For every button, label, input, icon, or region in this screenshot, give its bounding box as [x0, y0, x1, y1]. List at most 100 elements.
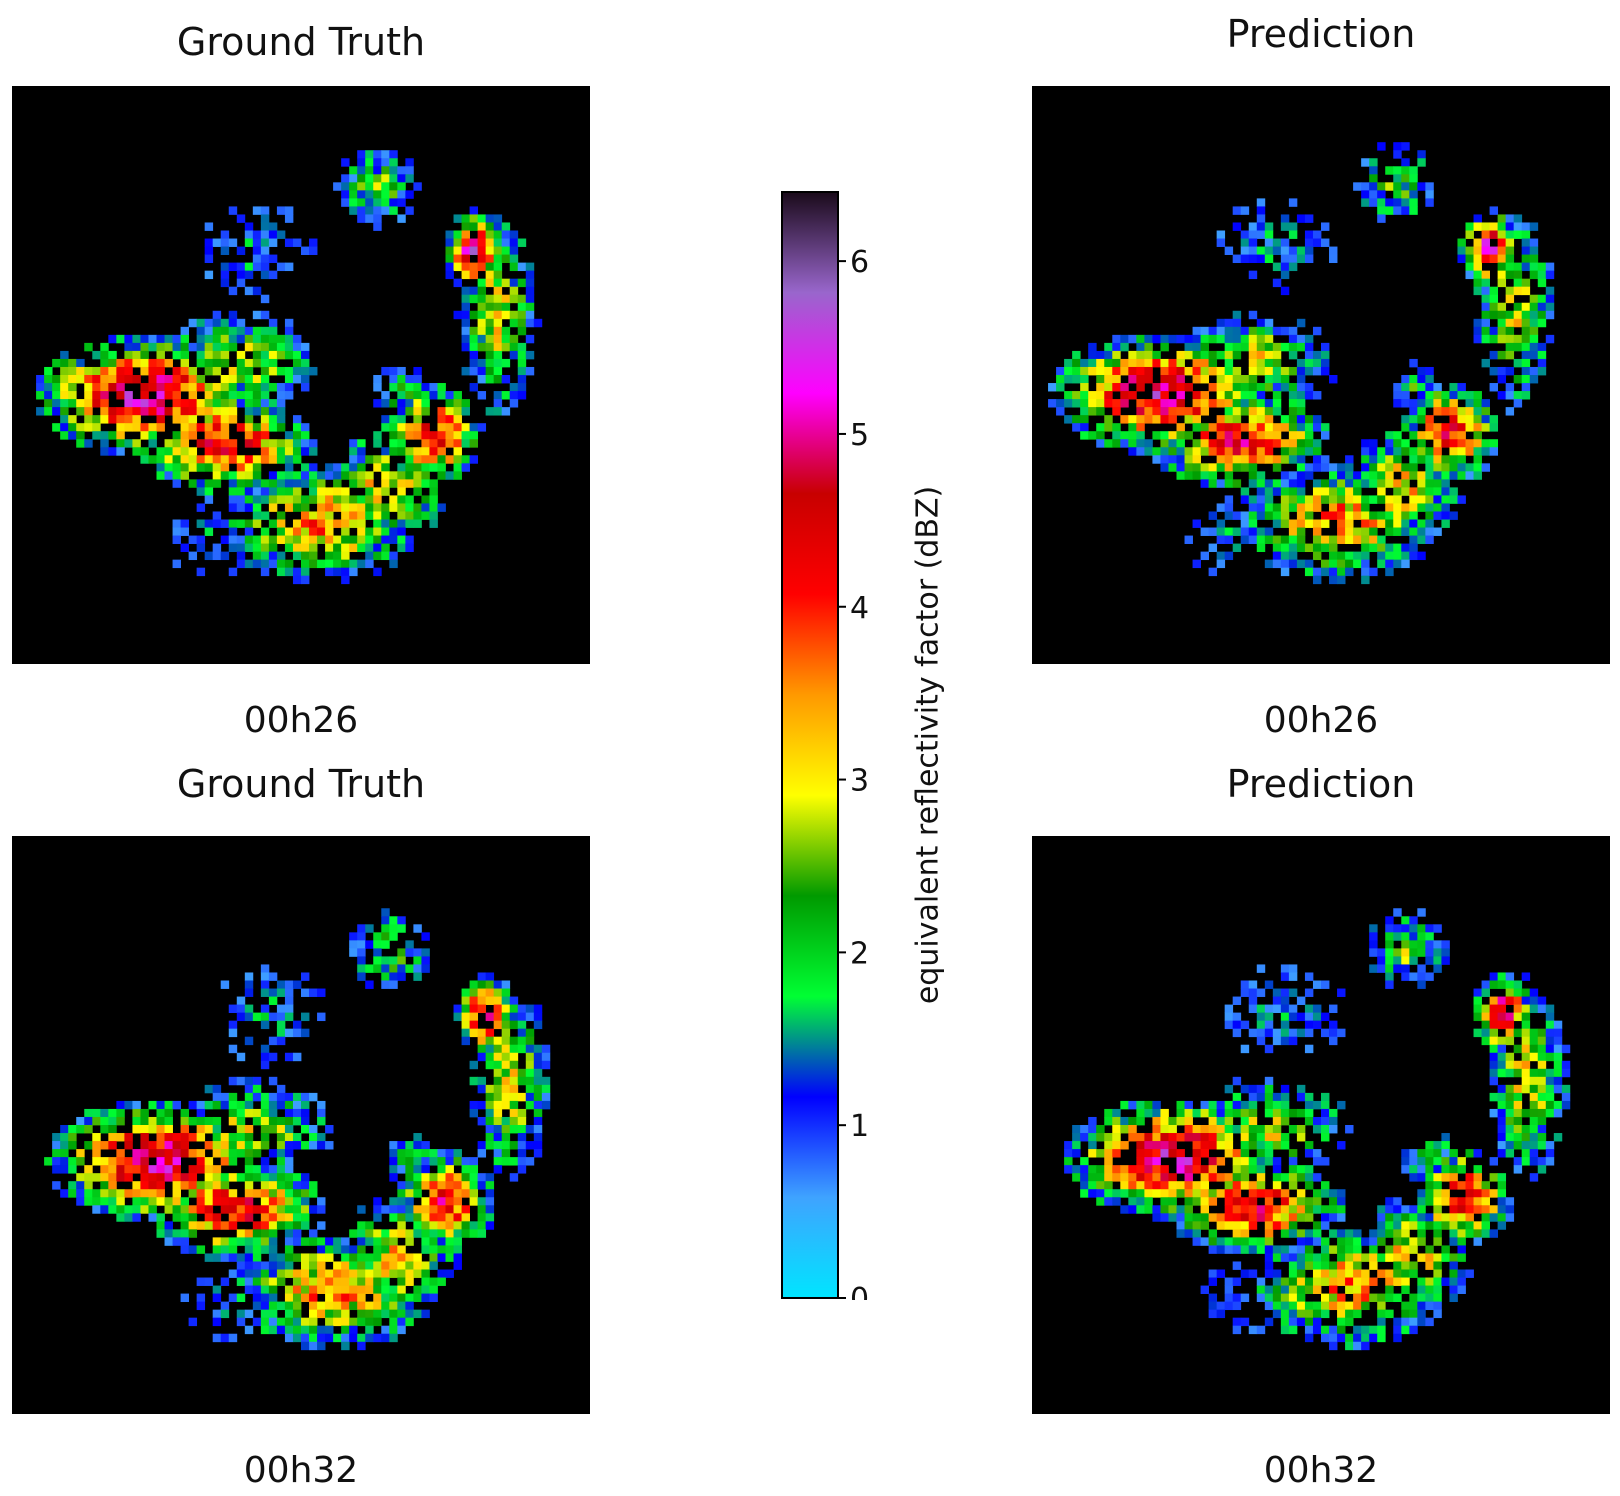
radar-pixel [252, 375, 262, 384]
radar-pixel [413, 407, 422, 416]
radar-pixel [164, 463, 173, 472]
radar-pixel [1409, 1149, 1418, 1158]
radar-pixel [333, 182, 342, 191]
radar-pixel [116, 407, 125, 416]
radar-pixel [509, 1092, 519, 1102]
radar-pixel [1425, 940, 1434, 949]
radar-pixel [148, 407, 157, 416]
radar-pixel [1417, 1237, 1426, 1246]
radar-pixel [1264, 1205, 1274, 1214]
radar-pixel [397, 190, 406, 199]
radar-pixel [1288, 503, 1298, 512]
radar-pixel [1264, 1141, 1274, 1150]
radar-pixel [1072, 1141, 1081, 1150]
radar-pixel [260, 1044, 270, 1054]
radar-pixel [1417, 924, 1426, 933]
radar-pixel [1248, 1092, 1258, 1102]
radar-pixel [1296, 543, 1306, 553]
radar-pixel [1168, 407, 1177, 416]
radar-pixel [1337, 1269, 1346, 1278]
radar-pixel [92, 1141, 101, 1150]
radar-pixel [1216, 1100, 1226, 1110]
radar-pixel [301, 1277, 310, 1286]
radar-pixel [1192, 1189, 1201, 1198]
radar-pixel [140, 1149, 149, 1158]
radar-pixel [509, 1157, 519, 1166]
radar-pixel [1104, 415, 1113, 424]
radar-pixel [309, 988, 318, 997]
radar-pixel [236, 366, 246, 376]
radar-pixel [228, 1333, 238, 1343]
radar-pixel [437, 1229, 446, 1238]
radar-pixel [533, 1092, 543, 1102]
radar-pixel [365, 190, 374, 199]
radar-pixel [1152, 407, 1161, 416]
radar-pixel [260, 527, 270, 536]
radar-pixel [276, 423, 286, 432]
radar-pixel [156, 342, 165, 352]
radar-pixel [1280, 383, 1290, 392]
radar-pixel [1256, 1293, 1266, 1303]
radar-pixel [260, 1100, 270, 1110]
radar-pixel [477, 310, 487, 320]
radar-pixel [309, 1261, 318, 1270]
radar-pixel [429, 519, 438, 528]
radar-pixel [1545, 294, 1555, 304]
radar-pixel [1521, 350, 1531, 360]
radar-pixel [493, 1092, 503, 1102]
radar-pixel [148, 399, 157, 408]
radar-pixel [1417, 1221, 1426, 1230]
radar-pixel [469, 431, 479, 440]
radar-pixel [156, 1173, 165, 1182]
radar-pixel [1312, 1253, 1322, 1262]
radar-pixel [228, 487, 238, 496]
radar-pixel [212, 1317, 222, 1327]
radar-pixel [148, 1141, 157, 1150]
radar-pixel [1441, 471, 1450, 480]
radar-pixel [469, 238, 479, 247]
radar-pixel [405, 519, 414, 528]
radar-pixel [1168, 1125, 1177, 1134]
radar-pixel [204, 358, 214, 368]
radar-pixel [1393, 1253, 1402, 1262]
radar-pixel [1256, 964, 1266, 973]
radar-pixel [284, 439, 294, 448]
radar-pixel [1449, 1173, 1458, 1182]
radar-pixel [1120, 439, 1129, 448]
radar-pixel [1353, 559, 1362, 569]
radar-pixel [1224, 1197, 1234, 1206]
radar-pixel [485, 1189, 495, 1198]
radar-pixel [268, 383, 278, 392]
radar-pixel [1417, 375, 1426, 384]
radar-pixel [485, 1133, 495, 1142]
radar-pixel [1505, 254, 1515, 264]
radar-pixel [1296, 1213, 1306, 1222]
radar-pixel [1409, 511, 1418, 520]
radar-pixel [333, 463, 342, 472]
radar-pixel [405, 407, 414, 416]
radar-pixel [477, 1205, 487, 1214]
radar-pixel [309, 1269, 318, 1278]
radar-pixel [1417, 932, 1426, 941]
radar-pixel [1449, 383, 1458, 392]
radar-pixel [1152, 1149, 1161, 1158]
radar-pixel [1449, 1197, 1458, 1206]
radar-pixel [381, 150, 390, 159]
radar-pixel [108, 1165, 117, 1174]
radar-pixel [1513, 1125, 1523, 1134]
radar-pixel [260, 206, 270, 215]
radar-pixel [1232, 1301, 1242, 1311]
radar-pixel [1088, 342, 1097, 352]
radar-pixel [525, 286, 535, 296]
radar-pixel [284, 206, 294, 215]
radar-pixel [284, 479, 294, 488]
radar-pixel [1072, 350, 1081, 360]
radar-pixel [236, 551, 246, 561]
radar-pixel [1497, 262, 1507, 272]
radar-pixel [349, 479, 358, 488]
radar-pixel [1377, 1213, 1386, 1222]
radar-pixel [292, 1141, 302, 1150]
radar-pixel [268, 988, 278, 997]
radar-pixel [461, 222, 470, 231]
radar-pixel [493, 1060, 503, 1070]
